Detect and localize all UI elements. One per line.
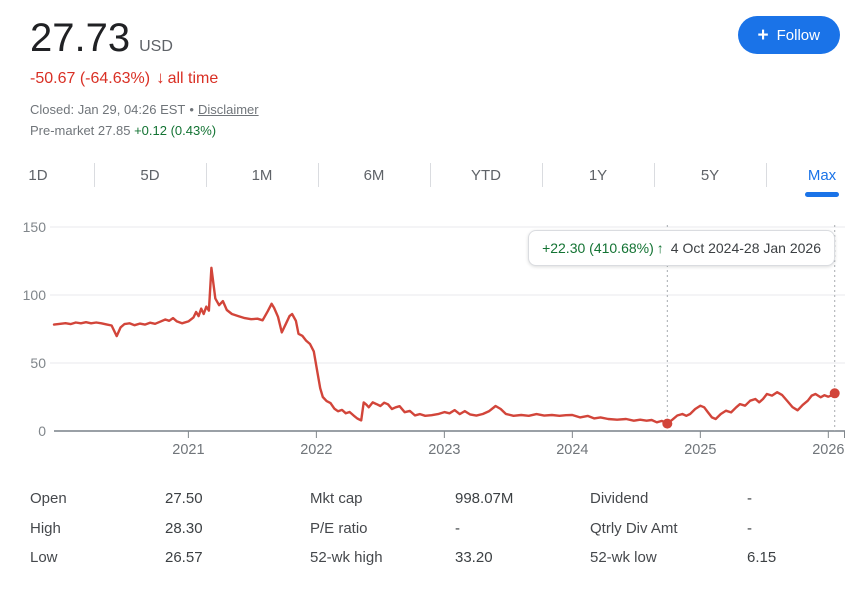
stat-value: 6.15 xyxy=(747,549,777,566)
stat-value: - xyxy=(455,519,460,537)
svg-text:100: 100 xyxy=(23,287,47,303)
closed-status-text: Closed: Jan 29, 04:26 EST xyxy=(30,102,186,117)
price-block: 27.73 USD -50.67 (-64.63%) ↓ all time Clos… xyxy=(30,16,259,141)
currency-label: USD xyxy=(139,38,173,55)
premarket-price-text: Pre-market 27.85 xyxy=(30,123,131,138)
stat-label: Qtrly Div Amt xyxy=(590,519,678,537)
tab-ytd[interactable]: YTD xyxy=(430,156,542,194)
stat-label: P/E ratio xyxy=(310,519,368,537)
change-period-label: all time xyxy=(167,70,219,87)
range-tab-bar: 1D 5D 1M 6M YTD 1Y 5Y Max xyxy=(0,156,858,194)
svg-text:150: 150 xyxy=(23,219,47,235)
svg-text:2026: 2026 xyxy=(812,442,844,458)
follow-button[interactable]: + Follow xyxy=(737,16,840,54)
stat-value: 26.57 xyxy=(165,549,203,566)
range-tooltip: +22.30 (410.68%) ↑ 4 Oct 2024-28 Jan 2026 xyxy=(528,230,835,266)
stat-label: High xyxy=(30,519,61,537)
price-chart-svg[interactable]: 0 50 100 150 2021 2022 2023 2024 2025 2026 xyxy=(0,206,858,468)
tab-5y[interactable]: 5Y xyxy=(654,156,766,194)
stat-value: - xyxy=(747,490,752,507)
tab-max[interactable]: Max xyxy=(766,156,858,194)
arrow-down-icon: ↓ xyxy=(156,68,165,87)
price-chart-area[interactable]: 0 50 100 150 2021 2022 2023 2024 2025 2026 +22.30… xyxy=(0,206,858,468)
price-change-value: -50.67 (-64.63%) xyxy=(30,70,151,87)
market-status-block: Closed: Jan 29, 04:26 EST • Disclaimer Pre… xyxy=(30,99,259,141)
price-row: 27.73 USD xyxy=(30,16,259,61)
tooltip-change-text: +22.30 (410.68%) xyxy=(542,240,654,256)
stat-label: Open xyxy=(30,490,67,507)
svg-text:2025: 2025 xyxy=(684,442,716,458)
key-stats-table: Open 27.50 Mkt cap 998.07M Dividend - Hi… xyxy=(30,484,840,573)
premarket-line: Pre-market 27.85 +0.12 (0.43%) xyxy=(30,120,259,141)
stat-label: 52-wk low xyxy=(590,549,657,566)
stat-label: Low xyxy=(30,549,58,566)
stat-value: 998.07M xyxy=(455,490,514,507)
stat-label: Mkt cap xyxy=(310,490,363,507)
bullet-separator: • xyxy=(189,102,194,117)
svg-text:2024: 2024 xyxy=(556,442,588,458)
tab-1m[interactable]: 1M xyxy=(206,156,318,194)
arrow-up-icon: ↑ xyxy=(656,240,664,256)
plus-icon: + xyxy=(757,24,769,46)
svg-text:0: 0 xyxy=(38,423,46,439)
tab-1d[interactable]: 1D xyxy=(28,166,48,184)
current-price: 27.73 xyxy=(30,16,131,60)
svg-text:2023: 2023 xyxy=(428,442,460,458)
stat-label: 52-wk high xyxy=(310,549,383,566)
stat-value: - xyxy=(747,519,752,537)
svg-text:2021: 2021 xyxy=(172,442,204,458)
svg-text:2022: 2022 xyxy=(300,442,332,458)
quote-header: 27.73 USD -50.67 (-64.63%) ↓ all time Clos… xyxy=(0,0,858,141)
stat-label: Dividend xyxy=(590,490,649,507)
tab-5d[interactable]: 5D xyxy=(94,156,206,194)
stat-value: 28.30 xyxy=(165,519,203,537)
stat-value: 27.50 xyxy=(165,490,203,507)
svg-text:50: 50 xyxy=(30,355,46,371)
market-status-line: Closed: Jan 29, 04:26 EST • Disclaimer xyxy=(30,99,259,120)
follow-button-label: Follow xyxy=(776,26,820,44)
tab-1y[interactable]: 1Y xyxy=(542,156,654,194)
tab-6m[interactable]: 6M xyxy=(318,156,430,194)
tooltip-date-range: 4 Oct 2024-28 Jan 2026 xyxy=(670,240,821,256)
premarket-change-text: +0.12 (0.43%) xyxy=(134,123,217,138)
price-change-row: -50.67 (-64.63%) ↓ all time xyxy=(30,68,259,88)
stat-value: 33.20 xyxy=(455,549,493,566)
disclaimer-link[interactable]: Disclaimer xyxy=(197,102,259,117)
